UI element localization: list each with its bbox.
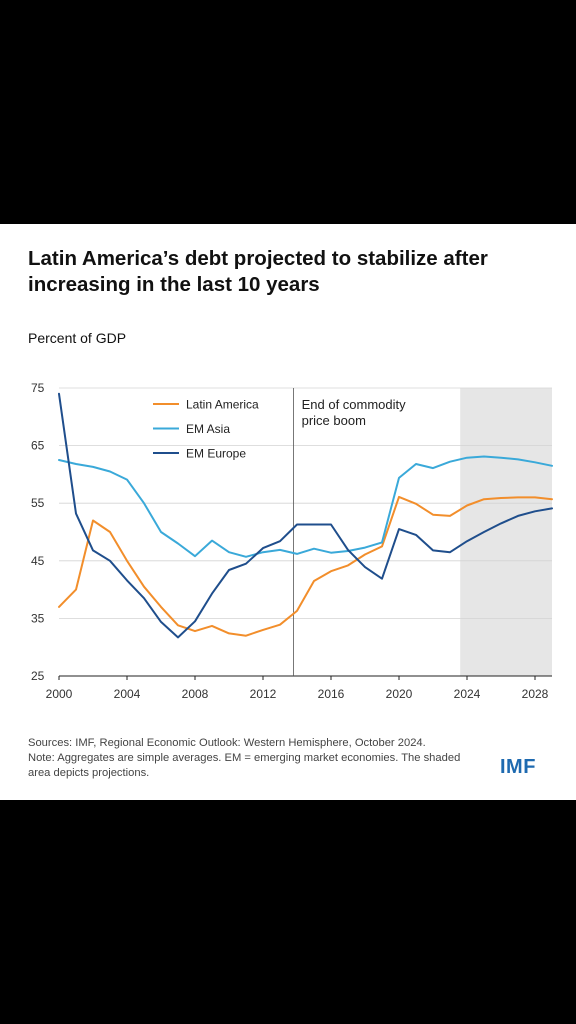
x-tick-label: 2008 bbox=[182, 687, 209, 701]
series-line-2 bbox=[58, 392, 553, 639]
x-tick-label: 2012 bbox=[250, 687, 277, 701]
y-tick-label: 45 bbox=[31, 554, 45, 568]
chart-card: Latin America’s debt projected to stabil… bbox=[0, 224, 576, 800]
y-axis-label: Percent of GDP bbox=[28, 330, 127, 346]
chart-title: Latin America’s debt projected to stabil… bbox=[28, 247, 488, 296]
series-line-0 bbox=[58, 495, 553, 637]
annotation-text: price boom bbox=[302, 413, 366, 428]
projection-shade bbox=[460, 388, 552, 676]
y-tick-label: 25 bbox=[31, 669, 45, 683]
legend-label: EM Europe bbox=[186, 447, 246, 461]
x-tick-label: 2016 bbox=[318, 687, 345, 701]
x-tick-label: 2000 bbox=[46, 687, 73, 701]
x-tick-label: 2004 bbox=[114, 687, 141, 701]
annotation-text: End of commodity bbox=[302, 397, 407, 412]
legend-label: EM Asia bbox=[186, 422, 230, 436]
y-tick-label: 65 bbox=[31, 439, 45, 453]
explanatory-note: Note: Aggregates are simple averages. EM… bbox=[28, 752, 461, 779]
y-tick-label: 75 bbox=[31, 381, 45, 395]
x-tick-label: 2024 bbox=[454, 687, 481, 701]
legend-label: Latin America bbox=[186, 398, 259, 412]
source-notes: Sources: IMF, Regional Economic Outlook:… bbox=[28, 736, 468, 781]
y-tick-label: 55 bbox=[31, 496, 45, 510]
series-line-1 bbox=[58, 455, 553, 558]
imf-logo: IMF bbox=[500, 756, 536, 778]
y-tick-label: 35 bbox=[31, 611, 45, 625]
x-tick-label: 2028 bbox=[522, 687, 549, 701]
source-note: Sources: IMF, Regional Economic Outlook:… bbox=[28, 737, 426, 749]
x-tick-label: 2020 bbox=[386, 687, 413, 701]
